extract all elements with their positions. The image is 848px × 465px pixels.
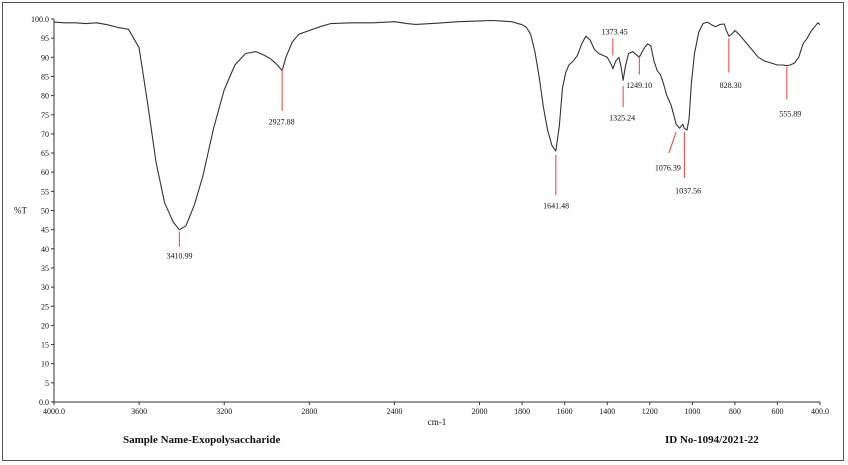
x-tick-label: 800 bbox=[729, 407, 741, 416]
x-tick-label: 1000 bbox=[684, 407, 700, 416]
y-tick-label: 20 bbox=[41, 321, 49, 330]
x-ticks: 4000.0 3600 3200 2800 2400 2000 1800 1600 1400 12… bbox=[43, 402, 829, 416]
y-tick-label: 30 bbox=[41, 283, 49, 292]
x-tick-label: 2800 bbox=[301, 407, 317, 416]
y-tick-label: 5 bbox=[45, 379, 49, 388]
peak-label: 1325.24 bbox=[609, 113, 635, 122]
peak-label: 2927.88 bbox=[269, 117, 295, 126]
peak-annotations: 3410.99 2927.88 1641.48 1373.45 1325.24 1249.… bbox=[167, 27, 802, 260]
peak-label: 1076.39 bbox=[655, 163, 681, 172]
y-tick-label: 45 bbox=[41, 226, 49, 235]
y-tick-label: 75 bbox=[41, 111, 49, 120]
y-tick-label: 10 bbox=[41, 360, 49, 369]
y-tick-label: 25 bbox=[41, 302, 49, 311]
peak-label: 1641.48 bbox=[543, 202, 569, 211]
y-tick-label: 35 bbox=[41, 264, 49, 273]
x-tick-label: 2400 bbox=[386, 407, 402, 416]
peak-label: 3410.99 bbox=[167, 251, 193, 260]
y-tick-label: 40 bbox=[41, 245, 49, 254]
y-tick-label: 90 bbox=[41, 53, 49, 62]
x-tick-label: 3600 bbox=[131, 407, 147, 416]
y-tick-label: 50 bbox=[41, 207, 49, 216]
peak-label: 1249.10 bbox=[626, 81, 652, 90]
peak-label: 1373.45 bbox=[602, 27, 628, 36]
y-tick-label: 95 bbox=[41, 34, 49, 43]
x-tick-label: 3200 bbox=[216, 407, 232, 416]
peak-label: 555.89 bbox=[779, 110, 801, 119]
x-tick-label: 1600 bbox=[557, 407, 573, 416]
y-tick-label: 70 bbox=[41, 130, 49, 139]
x-tick-label: 4000.0 bbox=[43, 407, 65, 416]
y-axis-label: %T bbox=[14, 206, 27, 216]
y-tick-label: 55 bbox=[41, 187, 49, 196]
y-ticks: 0.0 5 10 15 20 25 30 35 40 45 50 55 60 65 70 75 80 85 90 95… bbox=[31, 15, 54, 407]
y-tick-label: 100.0 bbox=[31, 15, 49, 24]
x-axis-label: cm-1 bbox=[428, 417, 447, 427]
x-tick-label: 400.0 bbox=[811, 407, 829, 416]
peak-label: 828.30 bbox=[720, 81, 742, 90]
x-tick-label: 1400 bbox=[599, 407, 615, 416]
y-tick-label: 60 bbox=[41, 168, 49, 177]
y-tick-label: 0.0 bbox=[39, 398, 49, 407]
y-tick-label: 65 bbox=[41, 149, 49, 158]
x-tick-label: 1200 bbox=[642, 407, 658, 416]
x-tick-label: 600 bbox=[771, 407, 783, 416]
x-tick-label: 2000 bbox=[472, 407, 488, 416]
id-number: ID No-1094/2021-22 bbox=[665, 434, 759, 446]
spectrum-line bbox=[53, 19, 821, 231]
sample-name: Sample Name-Exopolysaccharide bbox=[123, 434, 281, 446]
y-tick-label: 85 bbox=[41, 72, 49, 81]
peak-marker-line bbox=[668, 131, 677, 154]
axes bbox=[53, 19, 820, 403]
y-tick-label: 15 bbox=[41, 341, 49, 350]
y-tick-label: 80 bbox=[41, 92, 49, 101]
series-group bbox=[53, 19, 821, 231]
x-tick-label: 1800 bbox=[514, 407, 530, 416]
peak-label: 1037.56 bbox=[675, 186, 701, 195]
